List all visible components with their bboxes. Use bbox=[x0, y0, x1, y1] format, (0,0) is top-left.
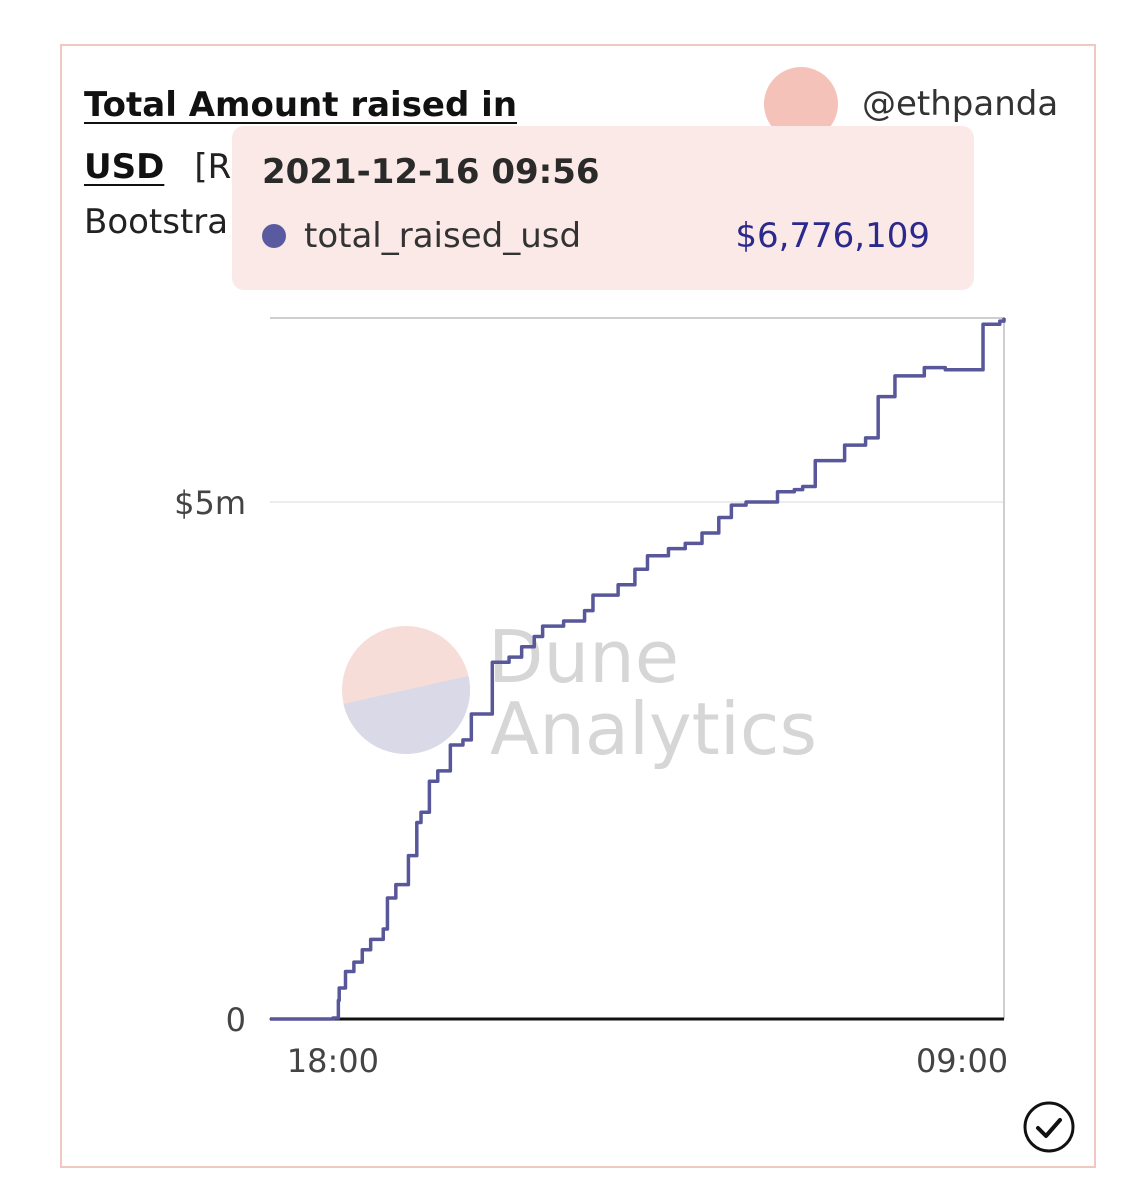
data-point bbox=[982, 323, 984, 326]
chart-title-line-2: USD [R bbox=[84, 136, 604, 198]
chart-title-link[interactable]: Total Amount raised in bbox=[84, 85, 518, 125]
tick-labels: 0 $5m 18:00 09:00 bbox=[174, 484, 1008, 1080]
data-point bbox=[684, 542, 687, 545]
data-point bbox=[508, 656, 510, 658]
data-point bbox=[701, 532, 703, 534]
data-point bbox=[520, 645, 523, 648]
grid bbox=[270, 317, 1004, 504]
tooltip-row: total_raised_usd $6,776,109 bbox=[262, 216, 930, 256]
data-point bbox=[319, 1018, 322, 1020]
chart-title-line-1: Total Amount raised in bbox=[84, 74, 604, 136]
data-point bbox=[541, 625, 544, 627]
data-point bbox=[944, 368, 947, 371]
data-point bbox=[877, 395, 879, 398]
data-point bbox=[420, 811, 422, 814]
data-point bbox=[776, 490, 779, 493]
series-dot-icon bbox=[262, 224, 286, 248]
chart-header: Total Amount raised in USD [R Bootstra bbox=[84, 74, 604, 246]
data-point bbox=[793, 488, 796, 491]
data-point bbox=[717, 516, 720, 519]
data-point bbox=[338, 987, 341, 989]
tooltip-series-name: total_raised_usd bbox=[304, 216, 582, 256]
data-point bbox=[562, 620, 565, 622]
data-point bbox=[269, 1018, 271, 1020]
data-point bbox=[386, 897, 389, 899]
data-point bbox=[864, 437, 867, 439]
data-point bbox=[361, 948, 364, 951]
chart-title-tag: [R bbox=[194, 147, 232, 187]
data-point bbox=[634, 568, 636, 571]
data-point bbox=[667, 547, 670, 550]
y-tick-label: 0 bbox=[226, 1001, 246, 1039]
data-point bbox=[745, 501, 747, 503]
data-point bbox=[470, 713, 473, 715]
data-point bbox=[843, 444, 846, 446]
data-point bbox=[382, 928, 385, 930]
chart-title-link-2[interactable]: USD bbox=[84, 147, 165, 187]
tooltip: 2021-12-16 09:56 total_raised_usd $6,776… bbox=[232, 126, 974, 290]
axes bbox=[270, 318, 1005, 1021]
data-point bbox=[730, 504, 733, 506]
data-point bbox=[407, 854, 410, 857]
data-point bbox=[801, 485, 804, 488]
data-point bbox=[395, 883, 397, 886]
data-point bbox=[592, 594, 594, 596]
data-point bbox=[814, 459, 817, 462]
author-name[interactable]: @ethpanda bbox=[862, 84, 1059, 124]
data-point bbox=[436, 770, 439, 772]
check-circle-icon[interactable] bbox=[1022, 1100, 1076, 1154]
x-tick-label: 18:00 bbox=[287, 1042, 379, 1080]
data-point bbox=[462, 739, 464, 741]
tooltip-value: $6,776,109 bbox=[735, 216, 930, 256]
data-point bbox=[416, 821, 418, 824]
series bbox=[269, 317, 1006, 1021]
data-point bbox=[449, 744, 452, 746]
data-point bbox=[923, 366, 926, 369]
data-point bbox=[337, 999, 340, 1002]
data-point bbox=[999, 320, 1001, 322]
chart-subtitle: Bootstra bbox=[84, 202, 229, 242]
series-line-total_raised_usd[interactable] bbox=[270, 318, 1006, 1021]
data-point bbox=[617, 583, 619, 586]
watermark-line-2: Analytics bbox=[490, 687, 817, 771]
tooltip-date: 2021-12-16 09:56 bbox=[262, 152, 600, 192]
x-tick-label: 09:00 bbox=[916, 1042, 1008, 1080]
data-point bbox=[369, 938, 372, 941]
watermark-logo-bottom bbox=[343, 676, 470, 754]
data-point bbox=[533, 635, 536, 638]
data-point bbox=[491, 661, 494, 664]
data-point bbox=[894, 375, 896, 377]
data-point bbox=[353, 961, 355, 963]
data-point bbox=[583, 609, 586, 612]
data-point bbox=[332, 1017, 334, 1019]
watermark: Dune Analytics bbox=[342, 615, 817, 771]
data-point bbox=[428, 780, 431, 782]
data-point bbox=[1003, 317, 1005, 319]
data-point bbox=[344, 970, 347, 973]
data-point bbox=[646, 555, 649, 557]
y-tick-label: $5m bbox=[174, 484, 246, 522]
